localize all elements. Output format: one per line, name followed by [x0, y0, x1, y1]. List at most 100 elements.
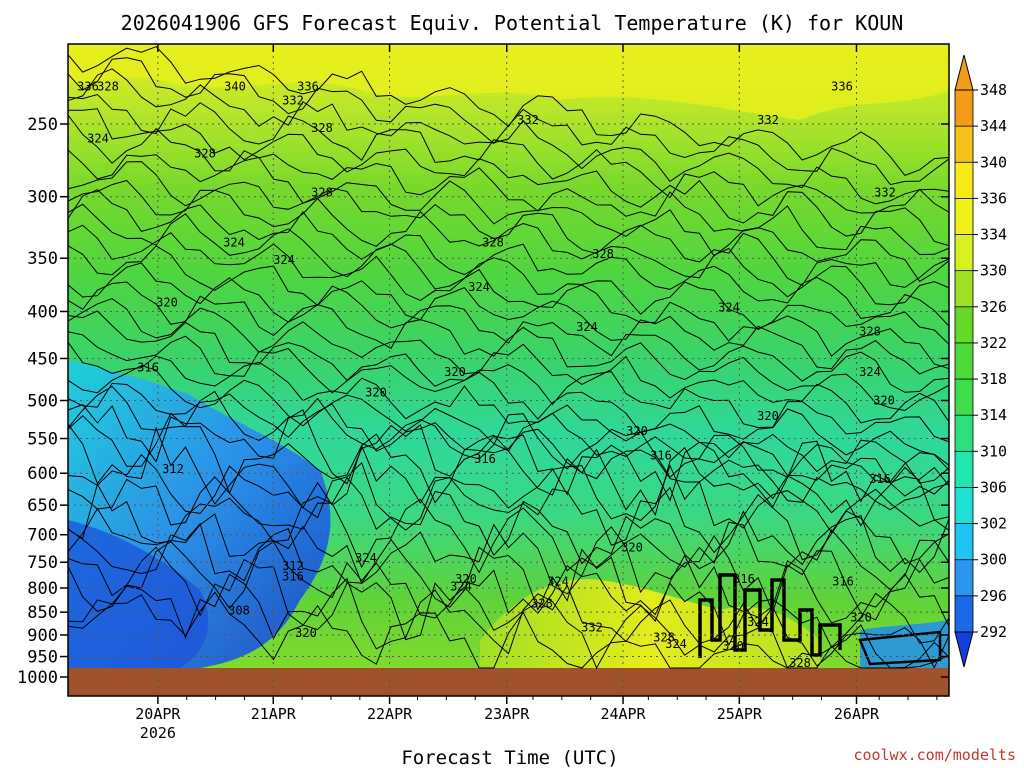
contour-label: 324	[223, 236, 245, 250]
contour-line	[68, 281, 949, 412]
y-axis: 250 300 350 400 450 500 550 600 650 700 750 800 850 9…	[17, 115, 949, 688]
contour-label: 340	[224, 80, 246, 94]
contour-line	[68, 341, 949, 484]
colorbar-label: 326	[980, 298, 1007, 316]
ground-below-surface	[68, 668, 949, 696]
x-tick-label: 22APR	[367, 705, 413, 723]
contour-line	[68, 522, 949, 627]
contour-line	[68, 404, 949, 508]
contour-line	[68, 454, 949, 565]
contour-label: 324	[747, 615, 769, 629]
contour-line	[68, 203, 949, 345]
contour-label: 312	[282, 559, 304, 573]
colorbar-swatch	[954, 306, 974, 344]
contour-line	[68, 573, 949, 670]
colorbar-swatch	[954, 414, 974, 453]
contour-line	[68, 591, 949, 669]
colorbar-label: 292	[980, 623, 1007, 641]
credit-link[interactable]: coolwx.com/modelts	[853, 746, 1016, 764]
contour-label: 328	[311, 121, 333, 135]
x-tick-label: 21APR	[251, 705, 297, 723]
contour-label: 328	[592, 247, 614, 261]
colorbar: 348 344 340 336 334 330 326 322 318 314 310 306 302 3…	[954, 54, 1007, 668]
colorbar-label: 306	[980, 478, 1007, 496]
contour-line	[68, 108, 949, 247]
contour-label: 332	[874, 186, 896, 200]
colorbar-swatch	[954, 595, 974, 633]
contour-label: 316	[650, 449, 672, 463]
colorbar-label: 322	[980, 334, 1007, 352]
contour-label: 328	[531, 596, 553, 610]
contour-label: 324	[859, 365, 881, 379]
contour-label: 336	[77, 80, 99, 94]
contour-label: 316	[869, 472, 891, 486]
y-tick-label: 850	[27, 603, 58, 623]
contour-label: 316	[137, 361, 159, 375]
colorbar-bottom-arrow	[954, 631, 974, 668]
contour-line	[68, 189, 949, 327]
colorbar-swatch	[954, 125, 974, 164]
colorbar-swatch	[954, 234, 974, 272]
y-tick-label: 1000	[17, 668, 58, 688]
contour-label: 336	[297, 80, 319, 94]
bold-contour	[858, 630, 942, 666]
colorbar-swatch	[954, 523, 974, 561]
contour-label: 324	[450, 579, 472, 593]
colorbar-swatch	[954, 89, 974, 128]
plot-border	[67, 43, 950, 697]
x-tick-label: 26APR	[834, 705, 880, 723]
colorbar-label: 330	[980, 262, 1007, 280]
contour-label: 328	[194, 147, 216, 161]
y-tick-label: 700	[27, 526, 58, 546]
colorbar-swatch	[954, 559, 974, 597]
contour-line	[68, 310, 949, 443]
x-tick-label: 20APR	[135, 705, 181, 723]
contour-label: 316	[474, 452, 496, 466]
contour-label: 320	[850, 610, 872, 624]
y-tick-label: 750	[27, 553, 58, 573]
colorbar-swatch	[954, 342, 974, 380]
upper-warm-region	[68, 44, 949, 120]
contour-line	[68, 57, 949, 186]
colorbar-swatch	[954, 270, 974, 308]
y-tick-label: 450	[27, 349, 58, 369]
colorbar-label: 318	[980, 370, 1007, 388]
colorbar-label: 334	[980, 226, 1007, 244]
contour-label: 320	[873, 393, 895, 407]
colorbar-swatch	[954, 487, 974, 525]
contour-label: 332	[757, 113, 779, 127]
contour-label: 324	[273, 253, 295, 267]
y-tick-label: 800	[27, 579, 58, 599]
y-tick-label: 900	[27, 626, 58, 646]
y-tick-label: 300	[27, 188, 58, 208]
contour-label: 320	[156, 295, 178, 309]
contour-label: 320	[621, 540, 643, 554]
contour-label: 324	[547, 574, 569, 588]
contour-label: 316	[282, 569, 304, 583]
contour-label: 332	[581, 620, 603, 634]
x-tick-label: 25APR	[717, 705, 763, 723]
contour-label: 320	[722, 639, 744, 653]
y-tick-label: 650	[27, 496, 58, 516]
x-tick-label: 23APR	[484, 705, 530, 723]
contour-line	[68, 476, 949, 574]
colorbar-label: 348	[980, 81, 1007, 99]
contour-line	[68, 114, 949, 256]
colorbar-label: 344	[980, 117, 1007, 135]
contour-label: 324	[576, 320, 598, 334]
contour-line	[68, 149, 949, 283]
contour-label: 332	[517, 113, 539, 127]
contour-label: 328	[859, 325, 881, 339]
contour-label: 328	[789, 656, 811, 670]
x-tick-year-label: 2026	[140, 724, 176, 742]
contour-label: 320	[455, 572, 477, 586]
contour-line	[68, 46, 949, 176]
contour-line	[68, 507, 949, 621]
contour-label: 316	[733, 572, 755, 586]
contour-line	[68, 262, 949, 393]
y-tick-label: 950	[27, 648, 58, 668]
contour-label: 320	[365, 385, 387, 399]
x-axis-label: Forecast Time (UTC)	[401, 747, 618, 768]
